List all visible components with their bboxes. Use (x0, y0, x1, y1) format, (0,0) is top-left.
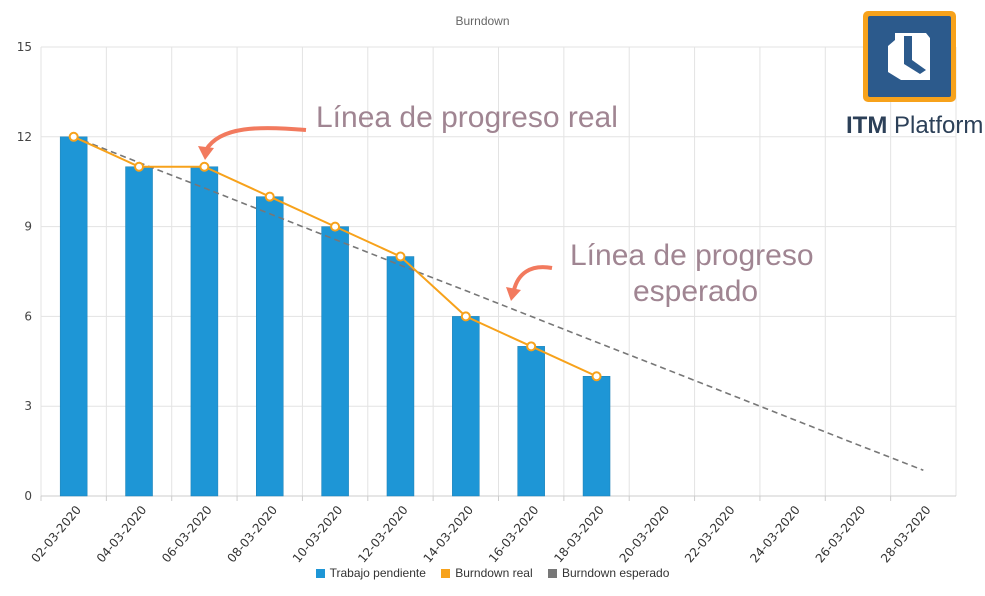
legend: Trabajo pendiente Burndown real Burndown… (0, 566, 985, 580)
y-tick-label: 3 (24, 399, 32, 413)
x-tick-label: 06-03-2020 (159, 503, 215, 565)
bar (190, 166, 219, 497)
y-tick-label: 9 (24, 220, 32, 234)
x-tick-label: 10-03-2020 (290, 503, 346, 565)
x-tick-label: 26-03-2020 (813, 503, 869, 565)
annotation-expected-line1: Línea de progreso (570, 239, 814, 272)
bar (125, 166, 153, 497)
itm-logo-icon (863, 11, 956, 102)
bar (321, 226, 349, 497)
arrow-expected (512, 265, 553, 291)
bar (386, 256, 415, 497)
legend-item-real[interactable]: Burndown real (441, 566, 533, 580)
real-point (330, 221, 341, 232)
real-point (199, 161, 210, 172)
x-tick-label: 12-03-2020 (355, 503, 411, 565)
bar (452, 316, 480, 497)
logo-text: ITM Platform (846, 112, 984, 139)
real-point (591, 371, 602, 382)
x-tick-label: 22-03-2020 (682, 503, 738, 565)
x-tick-label: 04-03-2020 (94, 503, 150, 565)
real-point (134, 161, 145, 172)
x-tick-label: 16-03-2020 (486, 503, 542, 565)
annotation-real: Línea de progreso real (316, 101, 618, 134)
arrow-real (204, 126, 307, 152)
arrow-expected-head (506, 287, 521, 301)
bar (256, 196, 284, 497)
y-tick-label: 15 (17, 40, 32, 54)
bar (59, 136, 88, 497)
bar (582, 376, 611, 497)
real-point (526, 341, 537, 352)
x-tick-label: 08-03-2020 (224, 503, 280, 565)
legend-item-esperado[interactable]: Burndown esperado (547, 566, 669, 580)
x-tick-label: 02-03-2020 (28, 503, 84, 565)
expected-line (73, 136, 924, 472)
real-point (68, 131, 79, 142)
bar (517, 346, 545, 497)
y-tick-label: 0 (24, 489, 32, 503)
real-point (460, 311, 471, 322)
x-tick-label: 14-03-2020 (421, 503, 477, 565)
x-tick-label: 20-03-2020 (617, 503, 673, 565)
real-point (264, 191, 275, 202)
annotation-expected-line2: esperado (633, 275, 759, 308)
chart-title: Burndown (455, 14, 510, 28)
arrow-real-head (198, 146, 214, 160)
x-tick-label: 18-03-2020 (551, 503, 607, 565)
y-tick-label: 6 (24, 309, 32, 323)
x-tick-label: 28-03-2020 (878, 503, 934, 565)
real-point (395, 251, 406, 262)
x-tick-label: 24-03-2020 (747, 503, 803, 565)
legend-item-trabajo[interactable]: Trabajo pendiente (315, 566, 426, 580)
y-tick-label: 12 (17, 130, 32, 144)
